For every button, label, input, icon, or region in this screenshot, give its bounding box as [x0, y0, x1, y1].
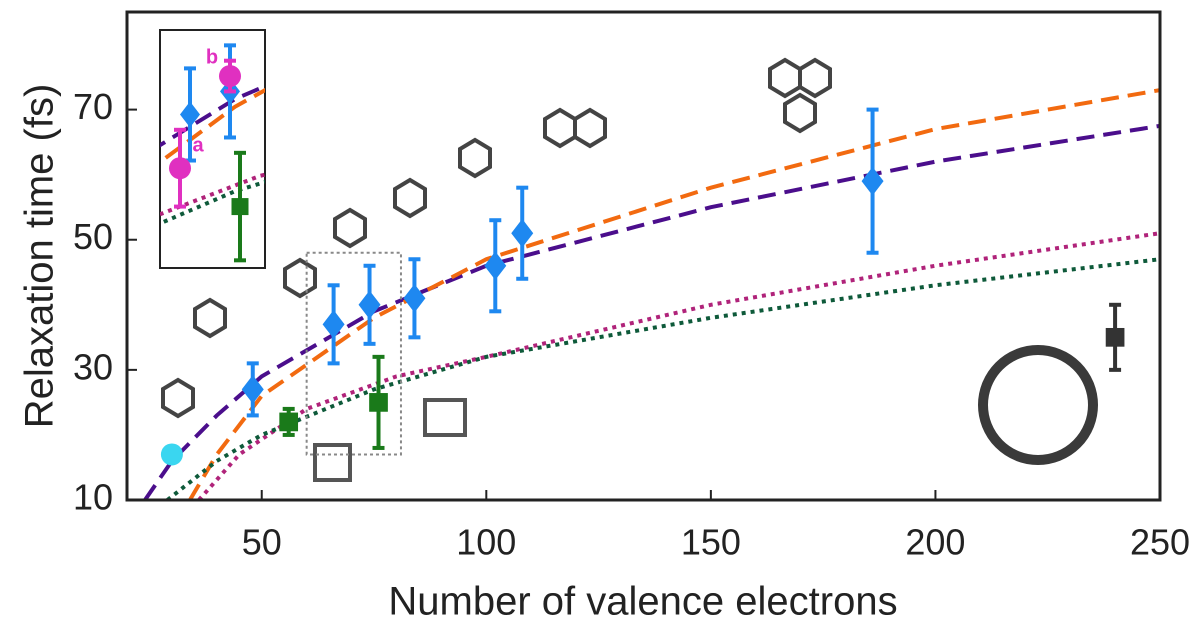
x-tick-label: 100	[456, 522, 516, 563]
y-axis-label: Relaxation time (fs)	[18, 84, 62, 429]
fit-curve	[197, 231, 1160, 500]
data-point	[861, 166, 884, 196]
data-point	[511, 218, 534, 248]
molecule-icons	[161, 57, 1098, 482]
data-point	[180, 101, 200, 128]
data-point	[369, 393, 388, 412]
data-point	[241, 375, 264, 404]
data-point	[219, 65, 241, 88]
x-tick-label: 150	[681, 522, 741, 563]
zoom-region	[305, 251, 402, 456]
fit-curve	[188, 88, 1160, 500]
data-point	[484, 251, 507, 281]
data-point	[358, 290, 381, 320]
plot-area	[143, 88, 1160, 500]
plot-frame	[125, 10, 1162, 502]
data-point	[403, 283, 426, 313]
x-tick-label: 250	[1130, 522, 1190, 563]
y-tick-label: 70	[73, 86, 113, 127]
y-tick-label: 10	[73, 477, 113, 518]
inset-area	[160, 43, 265, 263]
x-tick-label: 50	[242, 522, 282, 563]
x-tick-label: 200	[905, 522, 965, 563]
point-label: a	[192, 134, 204, 156]
x-axis-label: Number of valence electrons	[388, 580, 897, 624]
data-point	[231, 198, 249, 216]
fit-curve	[143, 123, 1160, 500]
y-tick-label: 30	[73, 346, 113, 387]
data-point	[1105, 327, 1125, 347]
data-point	[279, 412, 299, 432]
data-point	[322, 310, 345, 339]
data-point	[169, 157, 191, 180]
y-tick-label: 50	[73, 216, 113, 257]
point-label: b	[206, 46, 218, 68]
data-point	[160, 443, 183, 466]
